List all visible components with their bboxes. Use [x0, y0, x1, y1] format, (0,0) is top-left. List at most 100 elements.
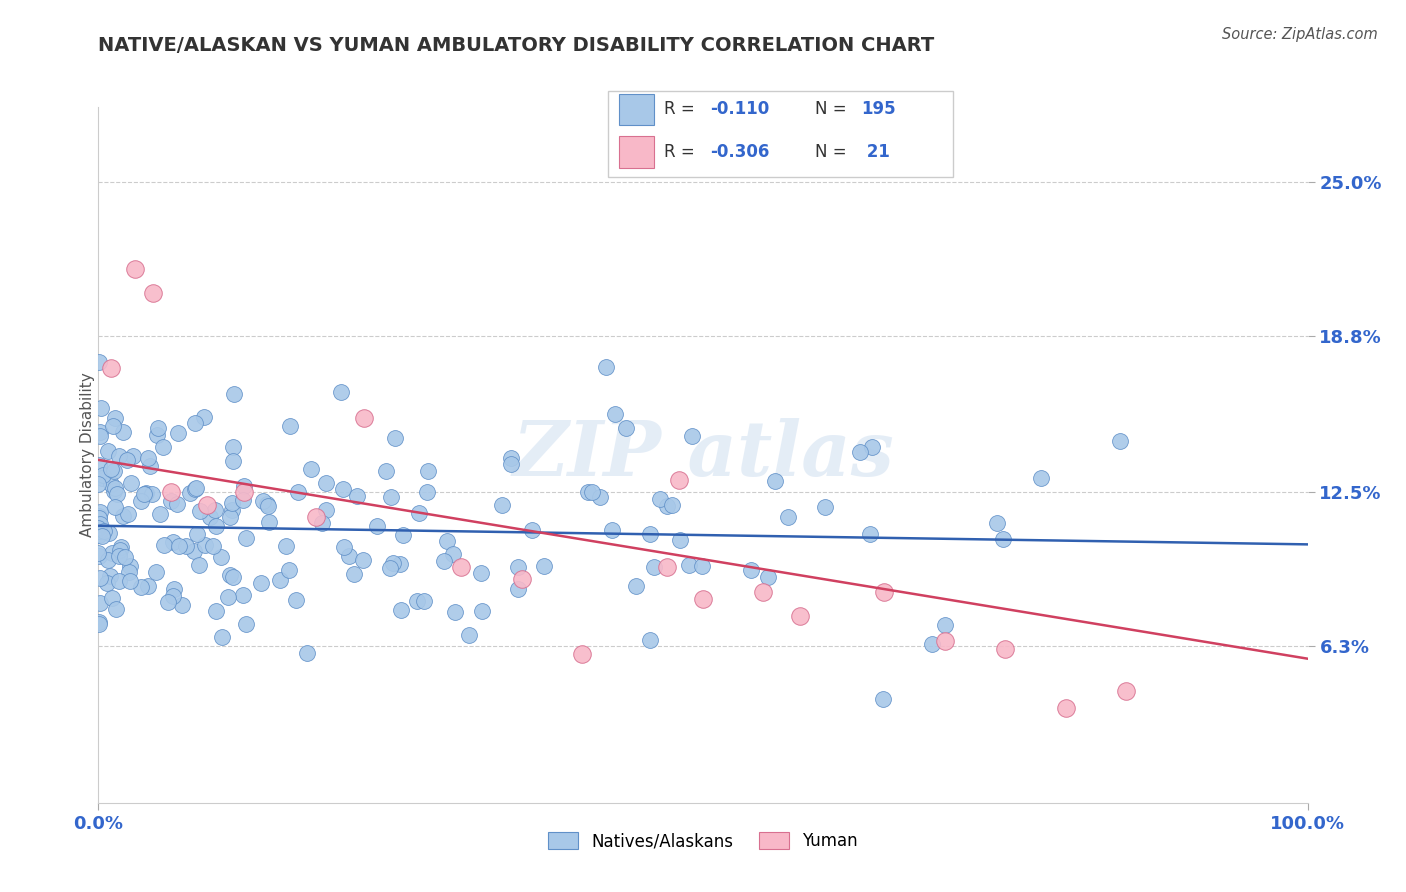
Point — [595, 360, 617, 375]
Point — [139, 458, 162, 473]
Point — [250, 576, 273, 591]
Point — [614, 421, 637, 435]
Point — [499, 451, 522, 466]
Point — [231, 492, 253, 507]
Point — [87, 521, 110, 535]
Point — [120, 574, 142, 589]
Point — [162, 582, 184, 596]
Point — [87, 511, 110, 525]
Point — [441, 547, 464, 561]
Point — [136, 579, 159, 593]
Point — [1115, 684, 1137, 698]
Point — [89, 508, 111, 523]
FancyBboxPatch shape — [619, 94, 654, 125]
Point — [235, 616, 257, 631]
Point — [256, 497, 278, 511]
Point — [605, 407, 627, 421]
Point — [352, 553, 374, 567]
Text: -0.306: -0.306 — [710, 143, 769, 161]
Point — [232, 485, 254, 500]
Point — [756, 570, 779, 584]
Point — [692, 559, 714, 574]
Point — [763, 475, 786, 489]
Point — [134, 487, 156, 501]
Point — [860, 440, 883, 454]
Point — [343, 566, 366, 581]
Point — [97, 444, 120, 458]
Point — [384, 431, 406, 445]
Text: ZIP atlas: ZIP atlas — [512, 418, 894, 491]
Point — [146, 428, 169, 442]
Point — [510, 572, 533, 586]
Point — [668, 473, 690, 487]
Point — [1054, 701, 1077, 715]
Point — [257, 515, 280, 529]
Point — [789, 609, 811, 624]
Point — [740, 564, 762, 578]
Point — [1109, 434, 1132, 448]
Point — [222, 570, 245, 584]
Point — [97, 525, 120, 540]
Point — [148, 421, 170, 435]
Point — [506, 582, 529, 597]
Point — [692, 592, 714, 607]
Point — [145, 565, 167, 579]
Point — [232, 479, 254, 493]
Point — [418, 464, 440, 478]
Point — [142, 286, 165, 301]
Point — [211, 630, 233, 644]
Point — [287, 484, 309, 499]
Point — [217, 590, 239, 604]
Point — [450, 559, 472, 574]
Point — [157, 595, 180, 609]
Point — [93, 467, 115, 482]
Point — [202, 539, 225, 553]
Point — [110, 541, 132, 555]
Point — [305, 510, 328, 524]
Point — [520, 523, 543, 537]
Point — [166, 497, 188, 511]
Point — [187, 558, 209, 572]
Point — [405, 594, 427, 608]
Point — [103, 483, 125, 498]
Point — [184, 417, 207, 431]
Point — [89, 615, 111, 629]
Point — [366, 519, 388, 533]
Point — [89, 616, 111, 631]
Point — [97, 553, 120, 567]
Point — [991, 532, 1014, 546]
Point — [167, 425, 190, 440]
Point — [115, 453, 138, 467]
Point — [257, 500, 280, 514]
Point — [295, 646, 318, 660]
Point — [108, 450, 131, 464]
Point — [986, 516, 1008, 530]
Text: NATIVE/ALASKAN VS YUMAN AMBULATORY DISABILITY CORRELATION CHART: NATIVE/ALASKAN VS YUMAN AMBULATORY DISAB… — [98, 36, 935, 54]
Text: 195: 195 — [860, 100, 896, 118]
Point — [457, 628, 479, 642]
Point — [183, 544, 205, 558]
Point — [408, 507, 430, 521]
Point — [195, 498, 218, 512]
Y-axis label: Ambulatory Disability: Ambulatory Disability — [80, 373, 94, 537]
Point — [337, 549, 360, 563]
Point — [378, 561, 401, 575]
Point — [121, 449, 143, 463]
Point — [100, 591, 122, 606]
Point — [90, 401, 112, 415]
Point — [311, 516, 333, 530]
Point — [135, 486, 157, 500]
Point — [101, 546, 124, 560]
Point — [600, 523, 623, 537]
Point — [499, 458, 522, 472]
Legend: Natives/Alaskans, Yuman: Natives/Alaskans, Yuman — [541, 826, 865, 857]
Point — [190, 504, 212, 518]
Point — [89, 425, 111, 440]
Text: 21: 21 — [860, 143, 890, 161]
Point — [581, 485, 603, 500]
Point — [638, 527, 661, 541]
Point — [134, 487, 156, 501]
Point — [104, 481, 127, 495]
Text: Source: ZipAtlas.com: Source: ZipAtlas.com — [1222, 27, 1378, 42]
FancyBboxPatch shape — [619, 136, 654, 168]
